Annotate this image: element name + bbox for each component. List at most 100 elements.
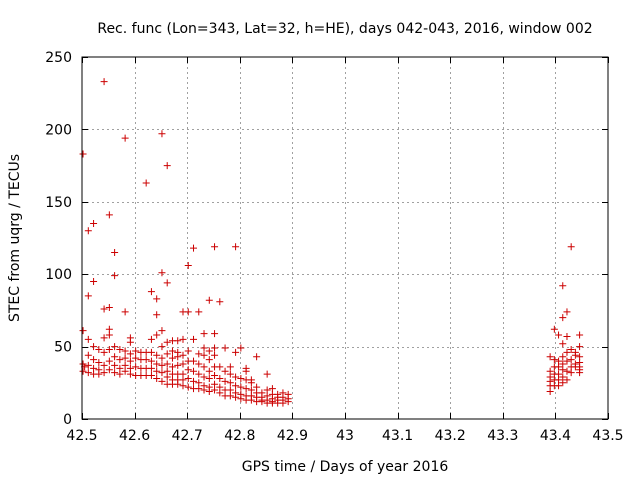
y-tick-labels: 0 50 100 150 200 250	[45, 50, 72, 428]
data-point	[126, 370, 134, 378]
data-point	[174, 337, 182, 345]
data-point	[84, 227, 92, 235]
y-axis-label: STEC from uqrg / TECUs	[7, 154, 23, 322]
data-point	[111, 361, 119, 369]
data-point	[247, 396, 255, 404]
data-point	[184, 366, 192, 374]
data-point	[200, 373, 208, 381]
data-point	[258, 398, 266, 406]
data-point	[147, 372, 155, 380]
data-point	[242, 385, 250, 393]
data-point	[190, 244, 198, 252]
data-point	[153, 351, 161, 359]
data-point	[237, 374, 245, 382]
data-point	[559, 282, 567, 290]
data-point	[105, 345, 113, 353]
data-point	[226, 363, 234, 371]
data-point	[216, 374, 224, 382]
data-point	[555, 382, 563, 390]
y-tick-label: 150	[45, 195, 72, 211]
data-point	[284, 398, 292, 406]
data-point	[232, 243, 240, 251]
data-point	[253, 353, 261, 361]
x-axis-label: GPS time / Days of year 2016	[242, 459, 449, 475]
data-point	[121, 347, 129, 355]
data-point	[132, 354, 140, 362]
data-point	[84, 361, 92, 369]
data-point	[221, 367, 229, 375]
y-tick-label: 250	[45, 50, 72, 66]
data-point	[132, 347, 140, 355]
data-point	[211, 330, 219, 338]
data-point	[226, 370, 234, 378]
data-point	[158, 269, 166, 277]
data-point	[168, 354, 176, 362]
data-point	[263, 370, 271, 378]
data-point	[105, 211, 113, 219]
data-point	[546, 387, 554, 395]
data-point	[179, 351, 187, 359]
data-point	[563, 308, 571, 316]
data-point	[158, 327, 166, 335]
chart-title: Rec. func (Lon=343, Lat=32, h=HE), days …	[97, 21, 592, 37]
data-point	[100, 334, 108, 342]
data-point	[190, 335, 198, 343]
data-point	[576, 331, 584, 339]
data-point	[158, 369, 166, 377]
data-point	[232, 382, 240, 390]
data-point	[559, 353, 567, 361]
data-point	[559, 314, 567, 322]
data-point	[179, 382, 187, 390]
data-point	[163, 360, 171, 368]
data-point	[567, 243, 575, 251]
data-point	[550, 356, 558, 364]
y-tick-label: 100	[45, 267, 72, 283]
data-point	[142, 179, 150, 187]
x-tick-label: 42.8	[224, 428, 255, 444]
data-point	[184, 308, 192, 316]
data-point	[90, 356, 98, 364]
data-point	[546, 353, 554, 361]
y-tick-label: 200	[45, 122, 72, 138]
ticks	[82, 57, 609, 420]
data-point	[216, 363, 224, 371]
x-tick-label: 42.7	[172, 428, 203, 444]
data-point	[550, 325, 558, 333]
data-point	[216, 298, 224, 306]
data-point	[116, 345, 124, 353]
data-point	[84, 335, 92, 343]
data-point	[555, 331, 563, 339]
data-point	[147, 288, 155, 296]
data-point	[100, 78, 108, 86]
data-point	[195, 360, 203, 368]
data-point	[105, 357, 113, 365]
data-point	[147, 357, 155, 365]
data-point	[121, 354, 129, 362]
x-tick-label: 42.5	[66, 428, 97, 444]
data-point	[174, 380, 182, 388]
data-point	[247, 379, 255, 387]
data-point	[237, 344, 245, 352]
data-point	[79, 360, 87, 368]
x-tick-label: 42.6	[119, 428, 150, 444]
data-point	[105, 331, 113, 339]
data-point	[153, 331, 161, 339]
data-point	[190, 357, 198, 365]
data-point	[232, 348, 240, 356]
data-point	[95, 359, 103, 367]
data-point	[200, 351, 208, 359]
data-point	[559, 340, 567, 348]
data-point	[163, 350, 171, 358]
data-point	[153, 360, 161, 368]
data-point	[559, 366, 567, 374]
data-point	[158, 130, 166, 138]
data-point	[559, 379, 567, 387]
data-point	[190, 377, 198, 385]
data-point	[221, 344, 229, 352]
data-point	[111, 248, 119, 256]
data-point	[111, 369, 119, 377]
data-point	[100, 348, 108, 356]
x-tick-label: 43.5	[592, 428, 623, 444]
x-tick-label: 43.2	[435, 428, 466, 444]
